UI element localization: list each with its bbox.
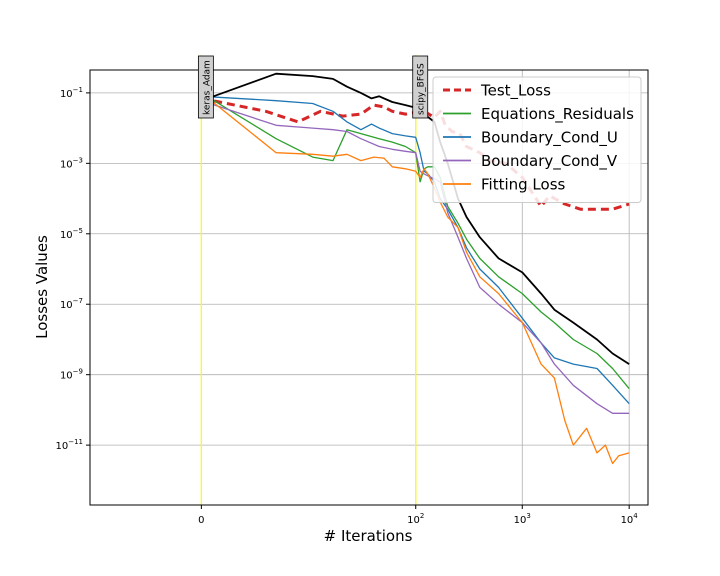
x-tick-label: 102	[407, 512, 424, 526]
y-tick-label: 10−3	[60, 156, 83, 170]
legend-label: Fitting Loss	[481, 176, 566, 194]
x-tick-label: 104	[621, 512, 639, 526]
stage-marker-label: scipy_BFGS	[412, 55, 429, 119]
stage-markers	[200, 55, 417, 505]
y-tick-label: 10−9	[60, 368, 83, 382]
legend-label: Test_Loss	[480, 82, 551, 101]
series-line	[200, 92, 630, 465]
legend-box	[432, 76, 642, 203]
y-tick-label: 10−11	[55, 438, 83, 452]
stage-labels: keras_Adam scipy_BFGS	[197, 55, 429, 119]
y-tick-label: 10−1	[60, 86, 83, 100]
stage-marker-label: keras_Adam	[197, 55, 214, 119]
y-tick-label: 10−5	[60, 227, 83, 241]
x-axis-ticks: 0 102 103 104	[198, 505, 638, 526]
x-tick-label: 0	[198, 515, 204, 526]
legend-label: Equations_Residuals	[481, 105, 634, 124]
svg-text:scipy_BFGS: scipy_BFGS	[417, 63, 427, 115]
x-axis-label: # Iterations	[324, 527, 413, 545]
y-axis-ticks: 10−1 10−3 10−5 10−7 10−9 10−11	[55, 86, 90, 452]
plot-frame	[89, 69, 649, 506]
svg-text:keras_Adam: keras_Adam	[202, 60, 212, 115]
y-tick-label: 10−7	[60, 297, 83, 311]
legend-label: Boundary_Cond_U	[481, 129, 618, 148]
legend: Test_Loss Equations_Residuals Boundary_Con…	[432, 76, 642, 203]
legend-label: Boundary_Cond_V	[481, 152, 618, 171]
y-axis-label: Losses Values	[33, 235, 51, 339]
x-tick-label: 103	[514, 512, 531, 526]
